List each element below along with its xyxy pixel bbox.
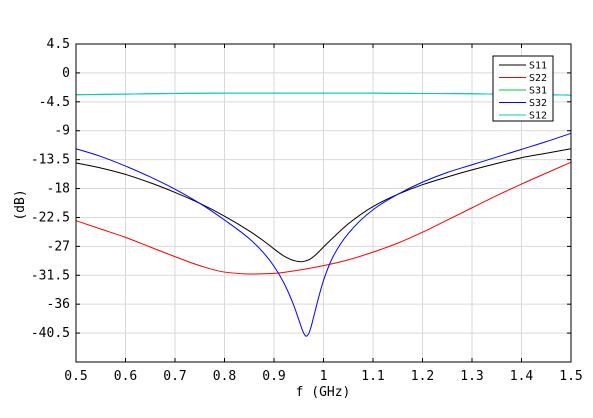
y-tick-label: -36: [47, 297, 70, 312]
x-tick-label: 1.5: [559, 369, 582, 384]
legend-label-s12: S12: [529, 111, 547, 122]
x-tick-label: 0.9: [262, 369, 285, 384]
y-tick-label: -9: [54, 124, 70, 139]
x-tick-label: 1.2: [411, 369, 434, 384]
legend-label-s31: S31: [529, 86, 547, 97]
y-tick-label: -4.5: [39, 95, 70, 110]
y-tick-label: -13.5: [31, 153, 70, 168]
y-axis-label: (dB): [13, 189, 28, 220]
series-line-s22: [75, 161, 572, 275]
x-tick-label: 0.5: [64, 369, 87, 384]
legend-label-s22: S22: [529, 73, 547, 84]
y-tick-label: -40.5: [31, 326, 70, 341]
y-tick-label: -18: [47, 182, 70, 197]
x-axis-label: f (GHz): [296, 385, 351, 400]
series-line-s11: [75, 148, 572, 263]
tick-labels: 0.5 0.6 0.7 0.8 0.9 1 1.1 1.2 1.3 1.4 1.5 4.5 0 -4.5 -…: [31, 37, 583, 384]
x-tick-label: 0.8: [213, 369, 236, 384]
series-lines: [75, 92, 572, 337]
y-tick-label: -31.5: [31, 268, 70, 283]
x-tick-label: 1.3: [460, 369, 483, 384]
x-tick-label: 0.6: [114, 369, 137, 384]
x-tick-label: 0.7: [163, 369, 186, 384]
series-line-s12: [75, 92, 572, 96]
legend-label-s32: S32: [529, 98, 547, 109]
y-tick-label: -22.5: [31, 210, 70, 225]
axis-ticks: [75, 43, 572, 362]
x-tick-label: 1.4: [510, 369, 534, 384]
legend-label-s11: S11: [529, 61, 547, 72]
legend-box: [492, 55, 554, 122]
series-line-s32: [75, 132, 572, 337]
y-tick-label: 0: [62, 66, 70, 81]
x-tick-label: 1.1: [361, 369, 384, 384]
x-tick-label: 1: [320, 369, 328, 384]
y-tick-label: -27: [47, 239, 70, 254]
y-tick-label: 4.5: [47, 37, 70, 52]
